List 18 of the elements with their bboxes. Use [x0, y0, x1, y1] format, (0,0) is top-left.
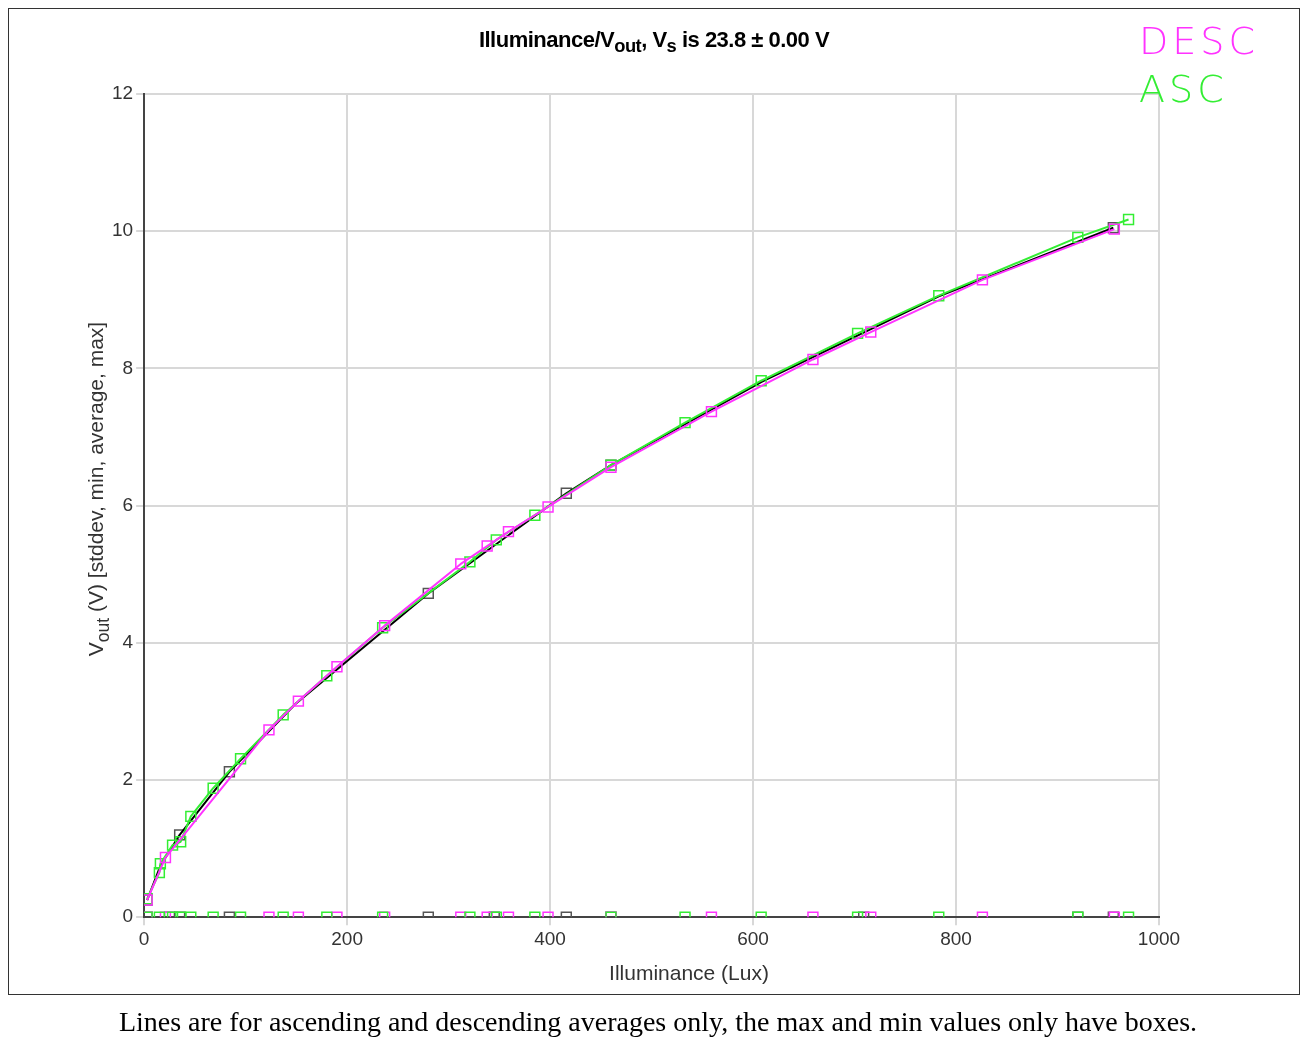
- x-tick-label: 200: [331, 927, 363, 949]
- y-tick-label: 0: [122, 905, 134, 927]
- y-tick-label: 6: [122, 493, 134, 515]
- x-tick-label: 800: [940, 927, 972, 949]
- chart-title: Illuminance/V$_{out}$, V$_{s}$ is 23.8 ± 0.00 V: [478, 27, 830, 57]
- text: DESC: [1139, 19, 1259, 63]
- x-tick-label: 400: [534, 927, 566, 949]
- x-tick-label: 600: [737, 927, 769, 949]
- y-tick-label: 8: [122, 356, 134, 378]
- x-tick-label: 0: [138, 927, 150, 949]
- x-axis-title: Illuminance (Lux): [608, 961, 770, 985]
- text: Lines are for ascending and descending averages only, the max and min values only have boxes.: [117, 1006, 1199, 1038]
- text: ASC: [1139, 67, 1229, 111]
- y-tick-label: 12: [111, 82, 134, 104]
- y-tick-label: 4: [122, 631, 134, 653]
- y-tick-label: 10: [111, 219, 134, 241]
- y-tick-label: 2: [122, 768, 134, 790]
- x-tick-label: 1000: [1137, 927, 1181, 949]
